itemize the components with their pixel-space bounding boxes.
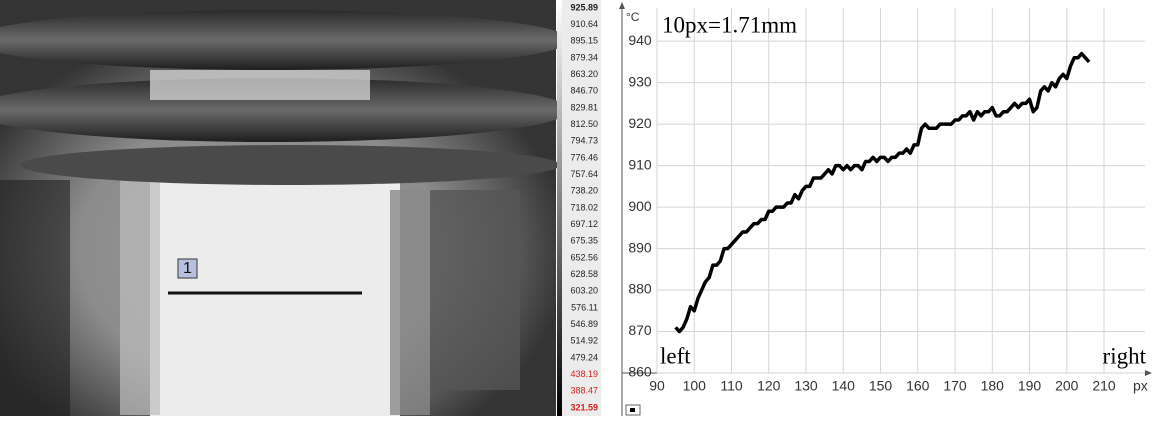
scale-label: 757.64 xyxy=(570,169,598,179)
x-tick-label: 180 xyxy=(981,378,1005,394)
scale-label: 718.02 xyxy=(570,202,598,212)
y-tick-label: 890 xyxy=(628,239,652,255)
y-tick-label: 930 xyxy=(628,73,652,89)
scale-label: 863.20 xyxy=(570,69,598,79)
scale-label: 794.73 xyxy=(570,136,598,146)
scale-label: 546.89 xyxy=(570,319,598,329)
scale-label: 812.50 xyxy=(570,119,598,129)
scale-label: 675.35 xyxy=(570,236,598,246)
y-tick-label: 910 xyxy=(628,156,652,172)
y-tick-label: 870 xyxy=(628,322,652,338)
scale-label: 829.81 xyxy=(570,102,598,112)
profile-label: 1 xyxy=(183,260,192,277)
color-bar xyxy=(557,0,562,416)
x-tick-label: 210 xyxy=(1092,378,1116,394)
scale-label: 388.47 xyxy=(570,386,598,396)
color-scale-labels: 925.89 910.64 895.15 879.34 863.20 846.70 829.… xyxy=(570,2,598,412)
x-tick-label: 150 xyxy=(869,378,893,394)
scale-label: 479.24 xyxy=(570,352,598,362)
x-tick-label: 100 xyxy=(683,378,707,394)
scale-label: 603.20 xyxy=(570,286,598,296)
color-scale xyxy=(557,0,601,416)
x-tick-label: 110 xyxy=(720,378,743,394)
thermal-image: 1 xyxy=(0,0,570,416)
x-tick-label: 190 xyxy=(1018,378,1042,394)
x-tick-label: 130 xyxy=(794,378,818,394)
y-tick-label: 900 xyxy=(628,198,652,214)
x-axis-arrow xyxy=(1145,370,1152,376)
scale-label: 514.92 xyxy=(570,336,598,346)
annotation-right: right xyxy=(1103,343,1147,368)
scale-label: 652.56 xyxy=(570,252,598,262)
scale-label: 895.15 xyxy=(570,36,598,46)
profile-line xyxy=(674,51,1091,334)
x-tick-label: 170 xyxy=(943,378,967,394)
scale-label: 438.19 xyxy=(570,369,598,379)
y-tick-label: 940 xyxy=(628,32,652,48)
annotation-left: left xyxy=(660,343,691,368)
x-unit: px xyxy=(1133,378,1148,394)
scale-label: 628.58 xyxy=(570,269,598,279)
y-tick-label: 920 xyxy=(628,115,652,131)
y-tick-label: 880 xyxy=(628,281,652,297)
x-tick-label: 200 xyxy=(1055,378,1079,394)
y-axis-arrow xyxy=(619,2,625,9)
scale-label: 910.64 xyxy=(570,19,598,29)
scale-label: 776.46 xyxy=(570,152,598,162)
scale-label: 697.12 xyxy=(570,219,598,229)
scale-label: 925.89 xyxy=(570,2,598,12)
x-tick-label: 140 xyxy=(832,378,856,394)
scale-label: 879.34 xyxy=(570,52,598,62)
scale-label: 846.70 xyxy=(570,86,598,96)
x-tick-label: 160 xyxy=(906,378,930,394)
y-unit: °C xyxy=(626,10,640,24)
x-tick-label: 120 xyxy=(757,378,781,394)
legend-icon-mark xyxy=(630,408,635,412)
x-tick-label: 90 xyxy=(649,378,665,394)
line-chart: 860 870 880 890 900 910 920 930 940 90 100 110 120 13… xyxy=(628,8,1145,394)
annotation-scale: 10px=1.71mm xyxy=(662,12,797,37)
scale-label: 738.20 xyxy=(570,186,598,196)
scale-label: 321.59 xyxy=(570,402,598,412)
scale-label: 576.11 xyxy=(571,302,598,312)
y-tick-label: 860 xyxy=(628,364,652,380)
